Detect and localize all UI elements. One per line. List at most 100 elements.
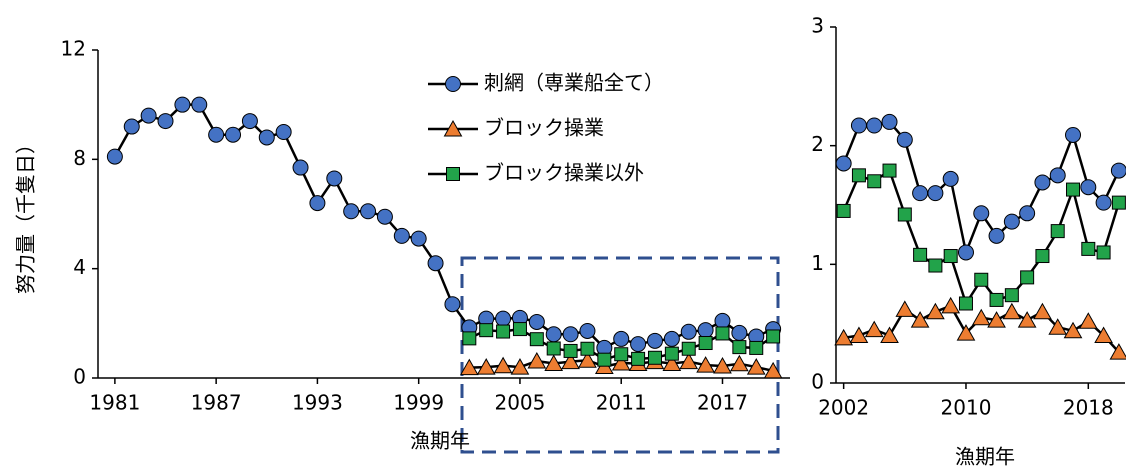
marker <box>880 326 899 344</box>
marker <box>614 347 629 362</box>
marker <box>561 352 580 370</box>
marker <box>1002 302 1022 320</box>
plot: 0 1 2 3 2002 2010 2018 漁期年 <box>811 14 1126 469</box>
marker <box>867 174 882 189</box>
marker <box>974 272 989 287</box>
marker <box>479 323 494 338</box>
marker <box>292 159 309 176</box>
marker <box>1020 270 1035 285</box>
marker <box>1081 241 1096 256</box>
marker <box>446 167 460 181</box>
marker <box>393 227 410 244</box>
marker <box>445 76 461 92</box>
marker <box>496 324 511 339</box>
marker <box>580 341 595 356</box>
marker <box>562 326 579 343</box>
marker <box>462 331 477 346</box>
marker <box>696 356 715 373</box>
marker <box>512 322 527 337</box>
marker <box>850 117 867 134</box>
y-tick-label: 3 <box>811 14 824 38</box>
marker <box>444 296 461 313</box>
marker <box>714 312 731 329</box>
legend-label: ブロック操業以外 <box>484 161 644 185</box>
y-axis-title: 努力量（千隻日） <box>14 134 38 294</box>
marker <box>309 195 326 212</box>
x-tick-label: 1993 <box>292 391 343 415</box>
x-tick-label: 1987 <box>191 391 242 415</box>
x-tick-label: 2011 <box>596 391 647 415</box>
marker <box>896 131 913 148</box>
marker <box>544 354 564 372</box>
marker <box>563 343 578 358</box>
marker <box>1048 318 1068 335</box>
x-tick-label: 2002 <box>818 396 869 420</box>
marker <box>835 155 852 172</box>
marker <box>1066 182 1081 197</box>
marker <box>957 244 974 261</box>
marker <box>527 352 547 369</box>
y-tick-label: 4 <box>73 255 86 279</box>
marker <box>895 300 915 317</box>
marker <box>662 354 682 372</box>
marker <box>360 203 377 220</box>
x-tick-label: 1981 <box>89 391 140 415</box>
marker <box>1003 213 1020 230</box>
marker <box>926 302 945 320</box>
marker <box>1065 126 1082 143</box>
marker <box>529 332 544 347</box>
marker <box>958 296 973 311</box>
marker <box>493 356 513 374</box>
series-layer <box>106 96 783 379</box>
marker <box>731 324 748 341</box>
marker <box>1111 195 1126 210</box>
marker <box>528 313 545 330</box>
marker <box>834 328 854 346</box>
marker <box>510 358 530 375</box>
marker <box>597 352 612 367</box>
marker <box>495 310 512 327</box>
x-axis-title: 漁期年 <box>955 445 1015 469</box>
marker <box>749 340 764 355</box>
marker <box>881 113 898 130</box>
marker <box>613 330 630 347</box>
marker <box>275 124 292 140</box>
marker <box>1095 194 1112 211</box>
marker <box>941 296 961 314</box>
marker <box>1050 224 1065 239</box>
marker <box>106 148 123 165</box>
marker <box>698 336 713 351</box>
marker <box>545 326 562 343</box>
marker <box>630 336 647 353</box>
x-tick-label: 1999 <box>393 391 444 415</box>
marker <box>989 292 1004 307</box>
marker <box>663 330 680 347</box>
legend-label: 刺網（専業船全て） <box>484 71 664 95</box>
marker <box>427 255 444 272</box>
series-line <box>113 103 774 350</box>
marker <box>956 324 976 341</box>
marker <box>713 356 732 374</box>
marker <box>1063 321 1083 339</box>
marker <box>912 185 929 202</box>
marker <box>1035 249 1050 264</box>
marker <box>732 340 747 355</box>
marker <box>157 113 174 130</box>
marker <box>973 205 990 222</box>
marker <box>1049 167 1066 184</box>
x-tick-label: 2005 <box>494 391 545 415</box>
marker <box>208 126 225 143</box>
marker <box>1078 312 1098 329</box>
marker <box>746 358 766 375</box>
marker <box>680 323 697 340</box>
marker <box>942 170 959 187</box>
y-tick-label: 2 <box>811 132 824 156</box>
x-tick-label: 2018 <box>1063 396 1114 420</box>
marker <box>241 113 258 130</box>
marker <box>864 320 884 338</box>
y-tick-label: 12 <box>61 37 86 61</box>
marker <box>476 358 496 375</box>
y-tick-label: 1 <box>811 251 824 275</box>
